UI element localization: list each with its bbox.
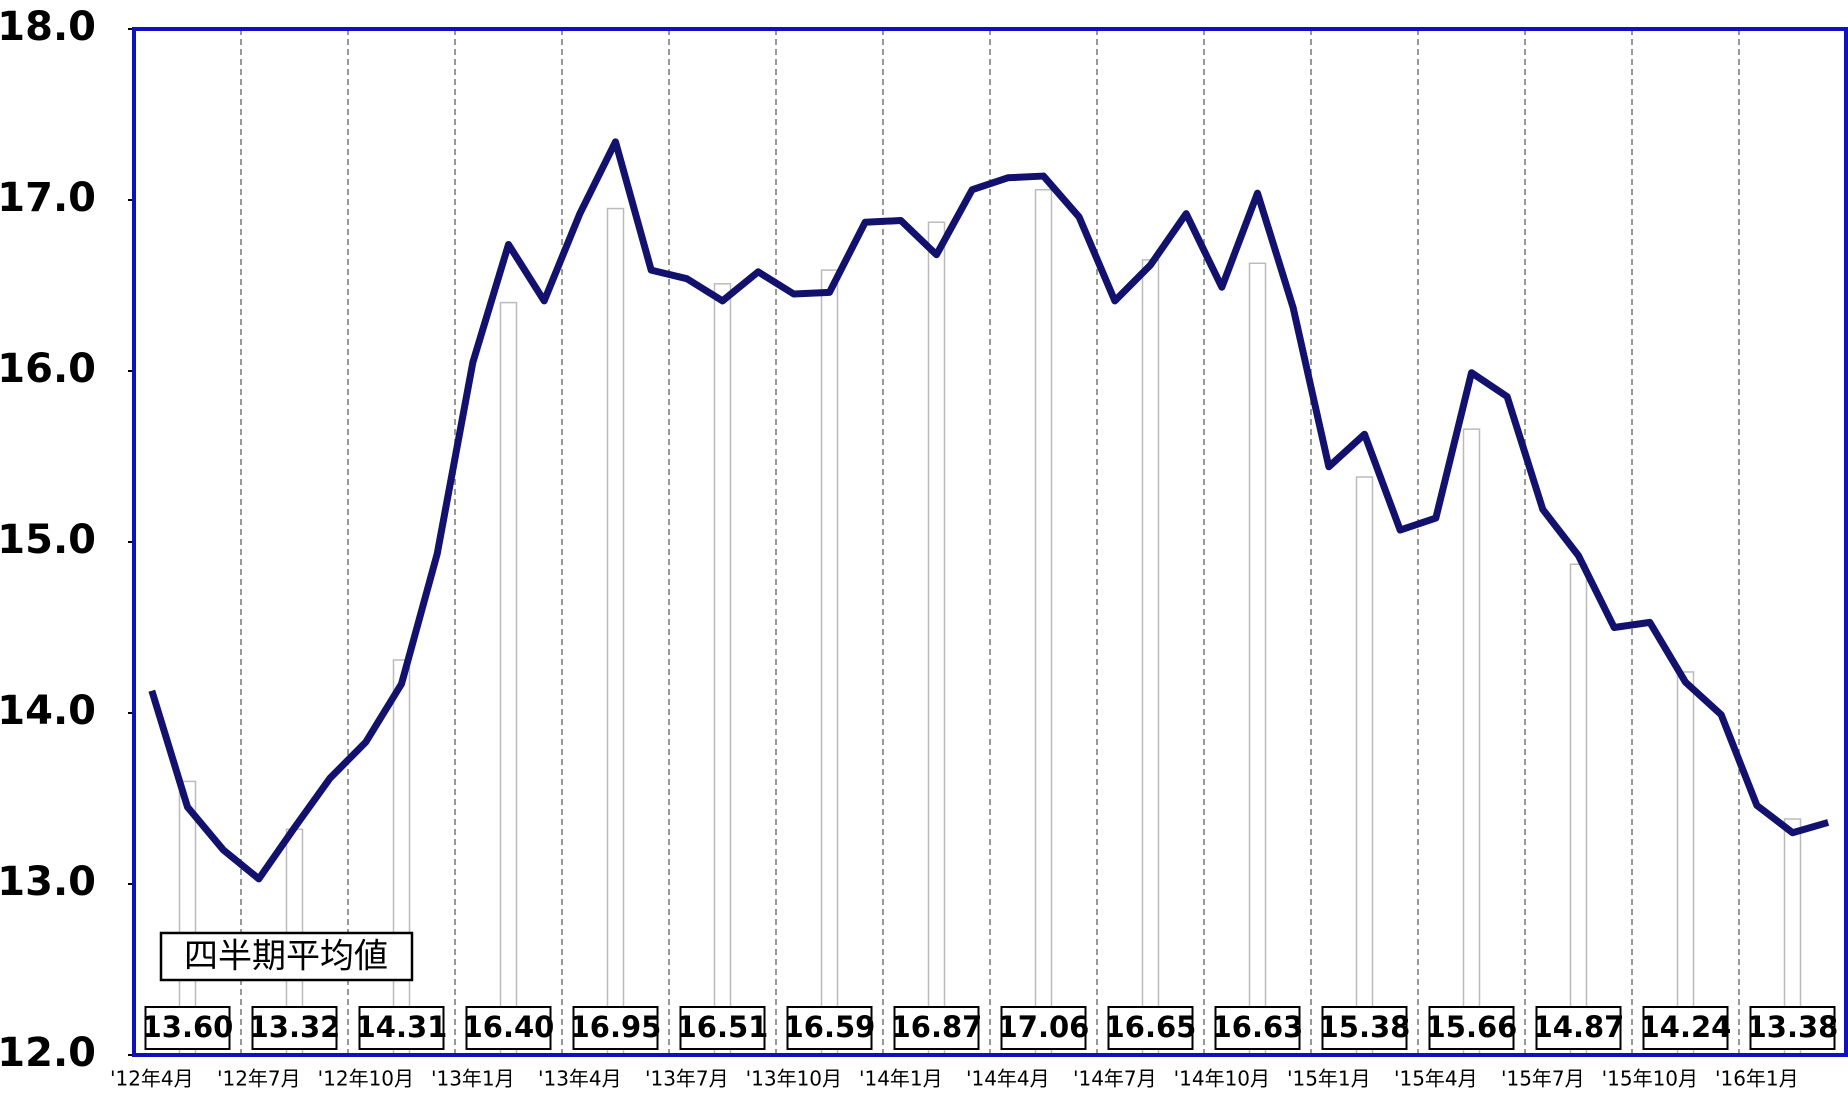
x-tick-label: '13年7月 bbox=[645, 1067, 729, 1091]
value-label: 16.65 bbox=[1105, 1010, 1197, 1044]
bar bbox=[499, 301, 518, 1056]
x-tick-label: '15年7月 bbox=[1501, 1067, 1585, 1091]
bar bbox=[1676, 671, 1695, 1056]
value-label: 13.60 bbox=[142, 1010, 234, 1044]
plot-frame bbox=[132, 27, 1848, 1057]
bar bbox=[1462, 428, 1481, 1056]
bar bbox=[820, 269, 839, 1056]
value-label: 16.59 bbox=[784, 1010, 876, 1044]
value-label: 13.32 bbox=[249, 1010, 341, 1044]
value-label-box bbox=[1107, 1006, 1194, 1050]
y-tick-label: 17.0 bbox=[0, 175, 96, 221]
annotation-box bbox=[159, 931, 414, 982]
value-label: 15.38 bbox=[1319, 1010, 1411, 1044]
bar bbox=[927, 221, 946, 1056]
value-label-box bbox=[1214, 1006, 1301, 1050]
value-label-box bbox=[1428, 1006, 1515, 1050]
value-label: 16.95 bbox=[570, 1010, 662, 1044]
value-label-box bbox=[1535, 1006, 1622, 1050]
value-label: 14.31 bbox=[356, 1010, 448, 1044]
x-tick-label: '15年10月 bbox=[1602, 1067, 1698, 1091]
value-label: 14.24 bbox=[1640, 1010, 1732, 1044]
value-label: 16.87 bbox=[891, 1010, 983, 1044]
value-label: 16.51 bbox=[677, 1010, 769, 1044]
value-label: 17.06 bbox=[998, 1010, 1090, 1044]
y-tick-label: 15.0 bbox=[0, 517, 96, 563]
x-tick-label: '13年10月 bbox=[746, 1067, 842, 1091]
x-tick-label: '14年1月 bbox=[859, 1067, 943, 1091]
value-label-box bbox=[1642, 1006, 1729, 1050]
value-label: 16.63 bbox=[1212, 1010, 1304, 1044]
value-label-box bbox=[358, 1006, 445, 1050]
value-label: 16.40 bbox=[463, 1010, 555, 1044]
y-tick-label: 18.0 bbox=[0, 4, 96, 50]
annotation: 四半期平均値 bbox=[184, 937, 388, 977]
bar bbox=[1355, 476, 1374, 1056]
y-tick-label: 14.0 bbox=[0, 688, 96, 734]
value-label: 14.87 bbox=[1533, 1010, 1625, 1044]
line bbox=[148, 138, 1830, 883]
value-label-box bbox=[572, 1006, 659, 1050]
x-tick-label: '15年4月 bbox=[1394, 1067, 1478, 1091]
value-label-box bbox=[1321, 1006, 1408, 1050]
bar bbox=[713, 283, 732, 1056]
bar bbox=[1569, 563, 1588, 1056]
x-tick-label: '12年10月 bbox=[318, 1067, 414, 1091]
value-label-box bbox=[893, 1006, 980, 1050]
x-tick-label: '14年7月 bbox=[1073, 1067, 1157, 1091]
value-label: 13.38 bbox=[1747, 1010, 1839, 1044]
value-label-box bbox=[679, 1006, 766, 1050]
x-tick-label: '12年7月 bbox=[217, 1067, 301, 1091]
x-tick-label: '13年1月 bbox=[431, 1067, 515, 1091]
x-tick-label: '12年4月 bbox=[110, 1067, 194, 1091]
value-label-box bbox=[465, 1006, 552, 1050]
value-label-box bbox=[786, 1006, 873, 1050]
y-tick-label: 16.0 bbox=[0, 346, 96, 392]
bar bbox=[1034, 188, 1053, 1056]
value-label-box bbox=[144, 1006, 231, 1050]
y-tick-label: 13.0 bbox=[0, 859, 96, 905]
x-tick-label: '14年4月 bbox=[966, 1067, 1050, 1091]
bar bbox=[606, 207, 625, 1056]
value-label-box bbox=[1000, 1006, 1087, 1050]
y-tick-label: 12.0 bbox=[0, 1030, 96, 1076]
value-label-box bbox=[1749, 1006, 1836, 1050]
bar bbox=[1141, 259, 1160, 1056]
value-label: 15.66 bbox=[1426, 1010, 1518, 1044]
value-label-box bbox=[251, 1006, 338, 1050]
x-tick-label: '16年1月 bbox=[1715, 1067, 1799, 1091]
bar bbox=[392, 659, 411, 1056]
x-tick-label: '15年1月 bbox=[1287, 1067, 1371, 1091]
x-tick-label: '13年4月 bbox=[538, 1067, 622, 1091]
bar bbox=[1248, 262, 1267, 1056]
x-tick-label: '14年10月 bbox=[1174, 1067, 1270, 1091]
